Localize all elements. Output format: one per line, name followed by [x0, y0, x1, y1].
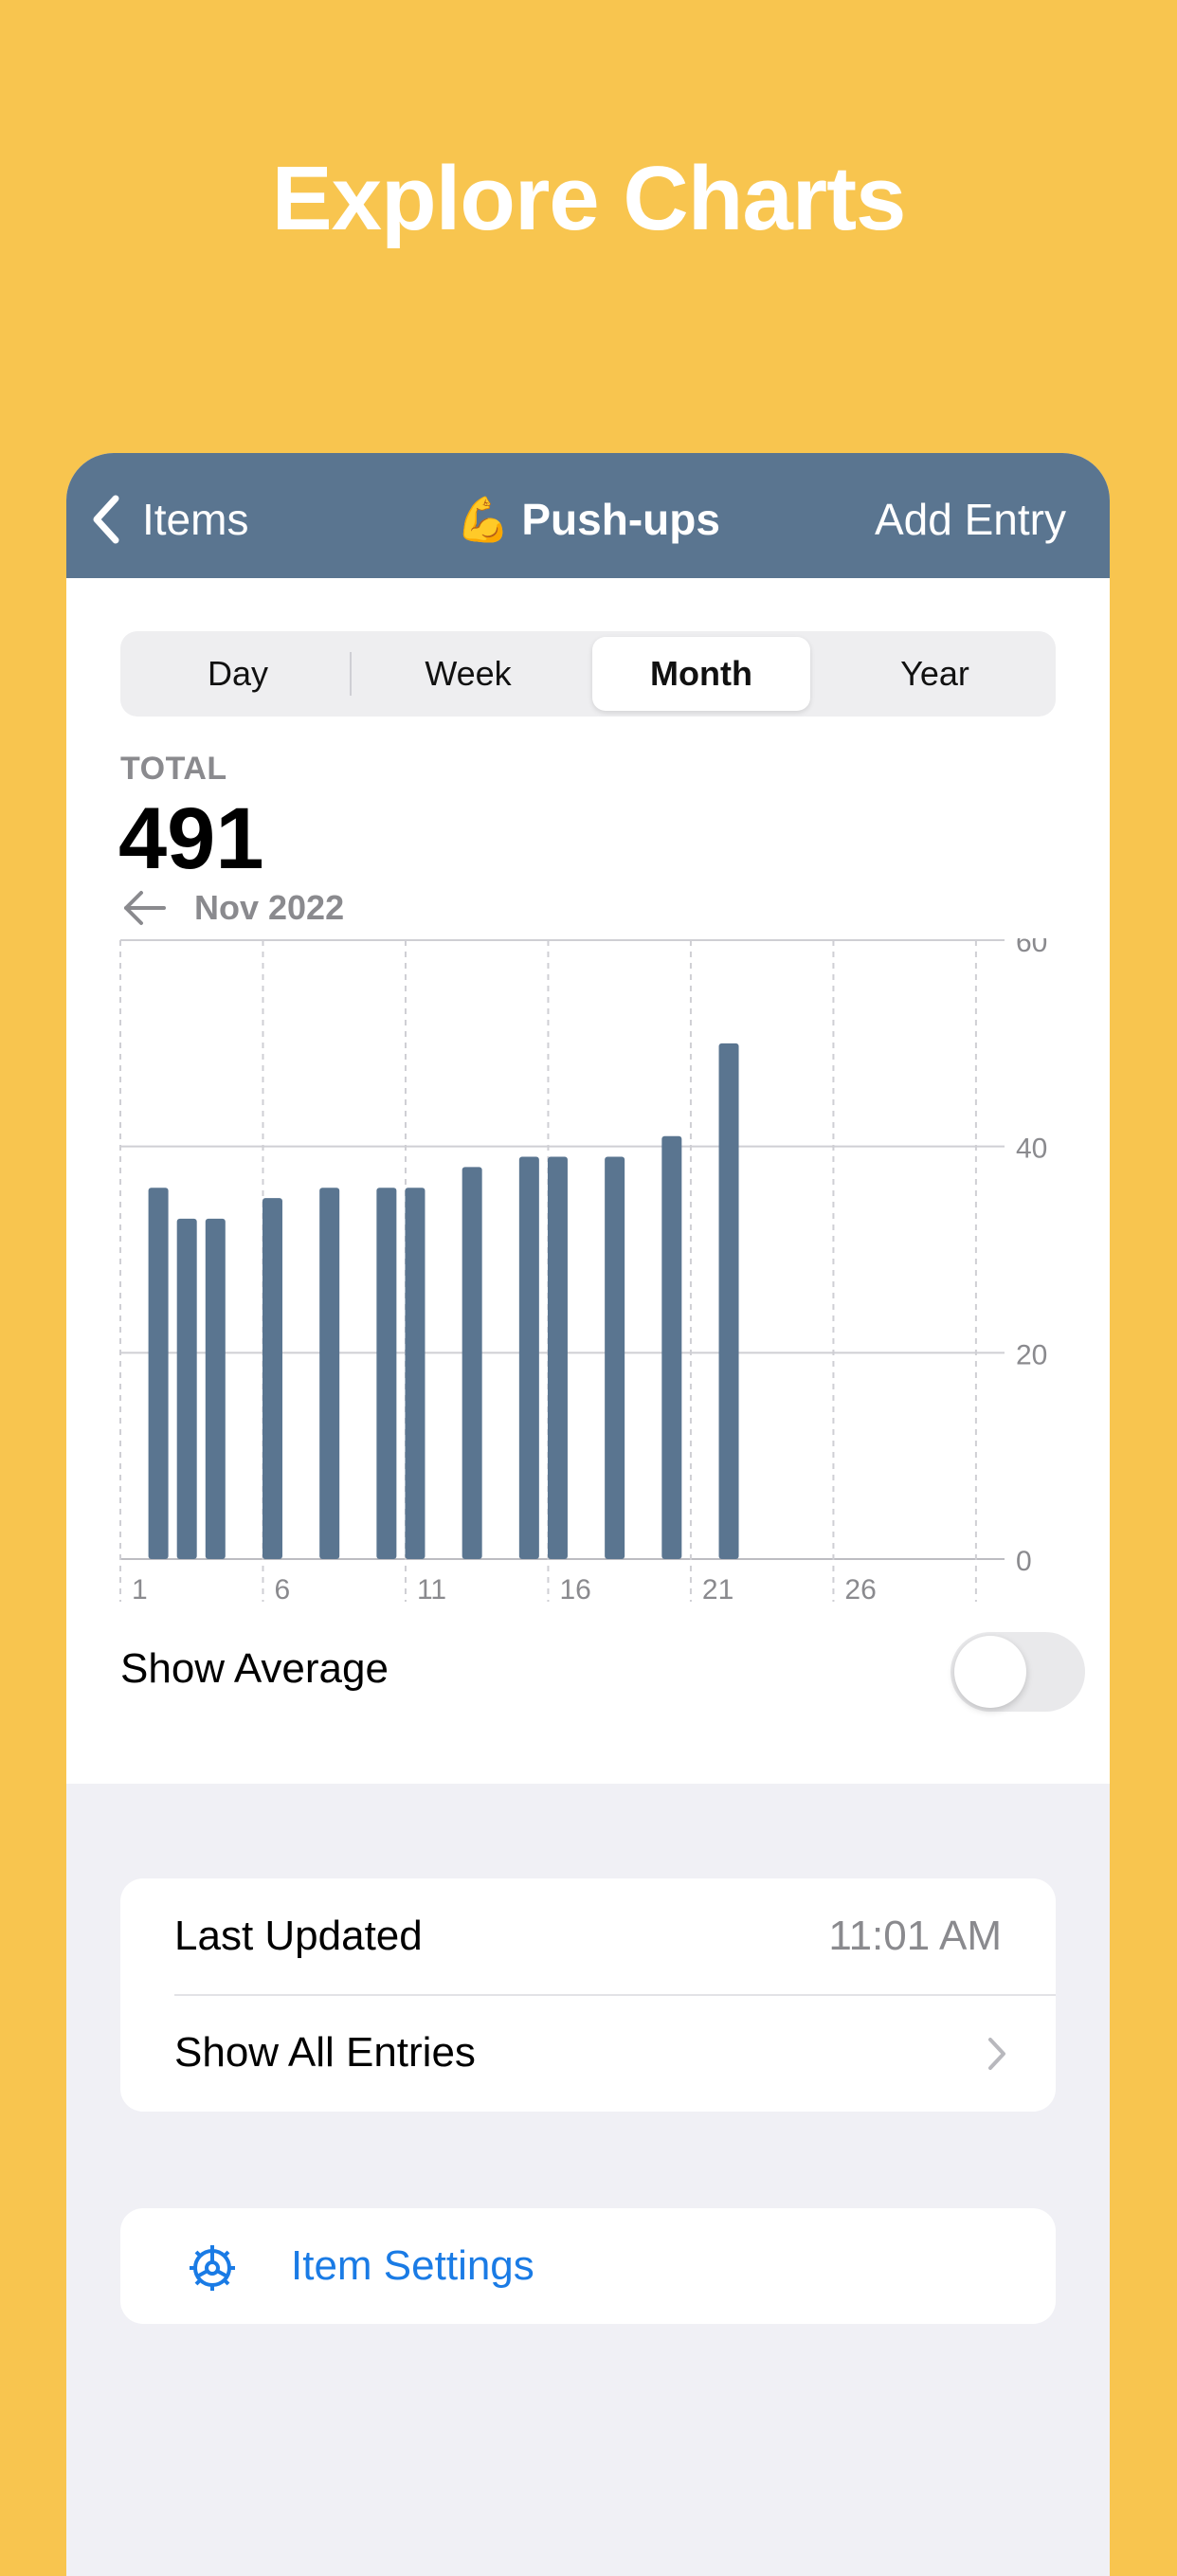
- segment-divider: [350, 652, 352, 696]
- item-settings-button[interactable]: Item Settings: [120, 2208, 1056, 2324]
- chart-bar: [718, 1043, 739, 1559]
- chevron-right-icon: [988, 2038, 1005, 2070]
- last-updated-label: Last Updated: [174, 1913, 423, 1959]
- segment-day[interactable]: Day: [207, 654, 269, 693]
- item-settings-label: Item Settings: [291, 2242, 534, 2289]
- total-value: 491: [118, 790, 264, 887]
- segment-year[interactable]: Year: [900, 654, 969, 693]
- pushups-bar-chart: 0 20 40 60 1 6 11 16 21 26: [66, 938, 1110, 1605]
- arrow-left-icon[interactable]: [120, 889, 168, 927]
- segment-week[interactable]: Week: [425, 654, 512, 693]
- x-tick-label: 11: [417, 1574, 446, 1605]
- show-average-label: Show Average: [120, 1645, 389, 1692]
- period-segmented-control: Day Week Month Year: [120, 631, 1056, 717]
- chevron-left-icon: [93, 495, 119, 544]
- show-average-toggle[interactable]: [951, 1632, 1085, 1712]
- chart-bar: [148, 1188, 169, 1559]
- add-entry-button[interactable]: Add Entry: [875, 495, 1066, 544]
- period-navigator: Nov 2022: [120, 883, 344, 933]
- gear-icon: [190, 2245, 235, 2291]
- chart-bar: [376, 1188, 397, 1559]
- x-tick-label: 16: [559, 1574, 590, 1605]
- y-tick-label: 40: [1016, 1134, 1047, 1165]
- y-tick-label: 20: [1016, 1339, 1047, 1370]
- x-tick-label: 21: [702, 1574, 733, 1605]
- chart-bar: [176, 1218, 197, 1559]
- navigation-bar: Items 💪 Push-ups Add Entry: [66, 453, 1110, 578]
- x-tick-label: 6: [274, 1574, 290, 1605]
- y-tick-label: 60: [1016, 938, 1047, 958]
- back-button[interactable]: Items: [87, 491, 248, 548]
- total-label: TOTAL: [120, 751, 227, 787]
- row-divider: [174, 1994, 1056, 1996]
- chart-bar: [518, 1156, 539, 1559]
- chart-bar: [405, 1188, 426, 1559]
- x-tick-label: 1: [132, 1574, 148, 1605]
- chart-bar: [319, 1188, 340, 1559]
- chart-bar: [462, 1167, 482, 1559]
- last-updated-row: Last Updated 11:01 AM: [174, 1878, 1056, 1995]
- chart-bar: [547, 1156, 568, 1559]
- y-tick-label: 0: [1016, 1546, 1032, 1577]
- back-button-label: Items: [142, 495, 249, 544]
- promo-headline: Explore Charts: [271, 148, 907, 249]
- app-screen: Items 💪 Push-ups Add Entry Day Week Month…: [66, 453, 1110, 2576]
- flexed-biceps-icon: 💪: [456, 495, 511, 544]
- chart-panel: Day Week Month Year TOTAL 491 Nov 2022 0…: [66, 578, 1110, 1784]
- show-all-entries-label: Show All Entries: [174, 2029, 476, 2076]
- chart-bar: [605, 1156, 625, 1559]
- chart-bar: [262, 1198, 282, 1559]
- chart-bar: [661, 1135, 682, 1559]
- show-average-row: Show Average: [120, 1632, 1110, 1712]
- nav-title-text: Push-ups: [521, 495, 720, 544]
- last-updated-value: 11:01 AM: [828, 1913, 1002, 1959]
- x-tick-label: 26: [844, 1574, 876, 1605]
- show-all-entries-row[interactable]: Show All Entries: [174, 1995, 1056, 2112]
- chart-bar: [205, 1218, 226, 1559]
- period-label: Nov 2022: [194, 888, 345, 927]
- toggle-knob: [954, 1636, 1026, 1708]
- segment-month[interactable]: Month: [592, 637, 810, 711]
- details-card: Last Updated 11:01 AM Show All Entries: [120, 1878, 1056, 2112]
